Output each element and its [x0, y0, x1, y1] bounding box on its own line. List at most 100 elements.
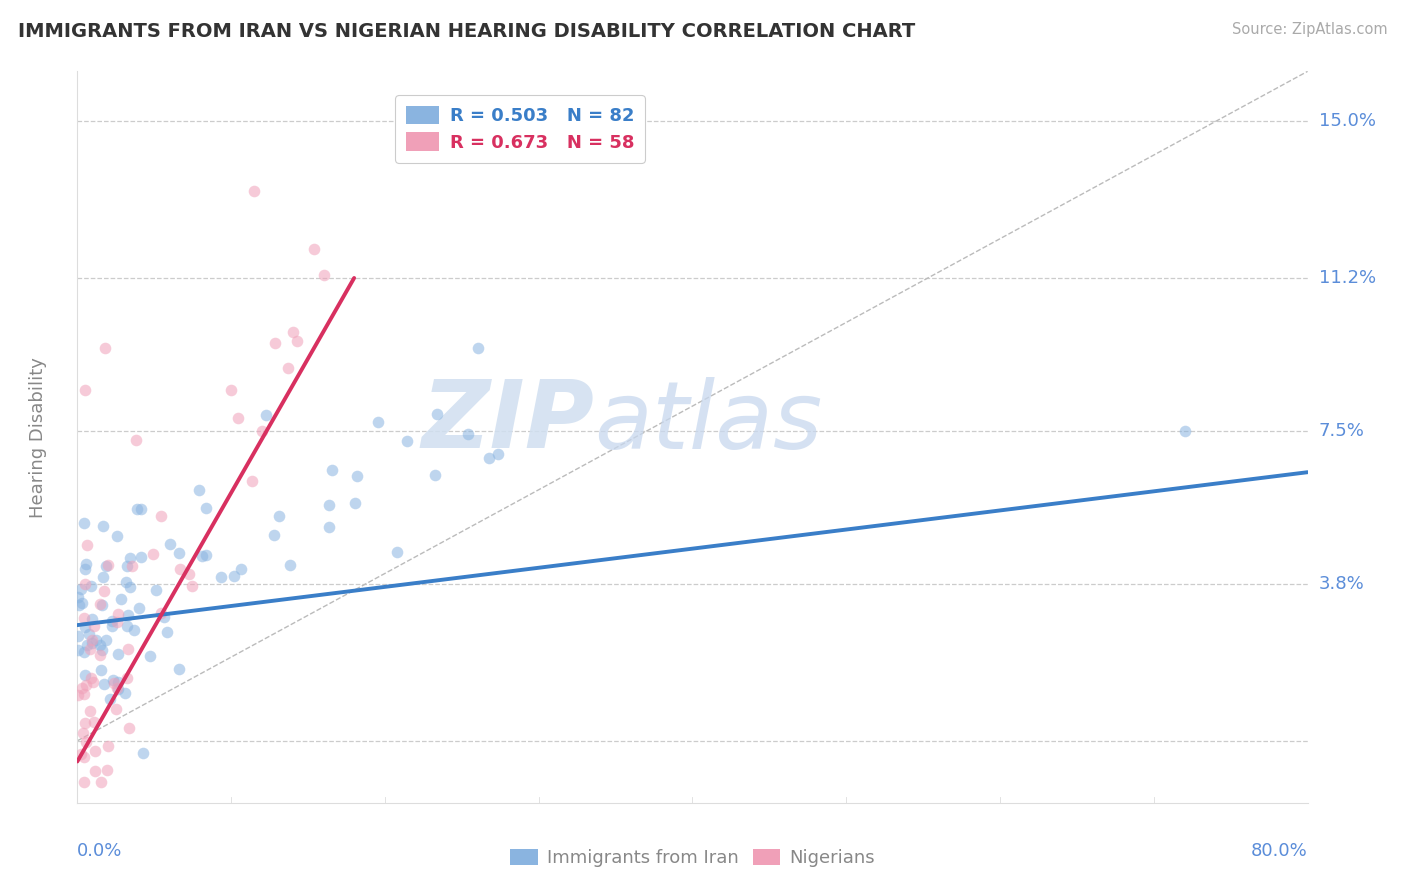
- Point: [70, 747, 93, 761]
- Point: [79, 704, 101, 718]
- Point: [281, 325, 304, 339]
- Point: [117, 607, 139, 622]
- Point: [321, 463, 343, 477]
- Point: [93, 676, 115, 690]
- Point: [104, 702, 127, 716]
- Point: [105, 529, 128, 543]
- Point: [267, 509, 290, 524]
- Point: [226, 410, 249, 425]
- Point: [187, 483, 209, 498]
- Point: [77, 627, 100, 641]
- Point: [90, 643, 112, 657]
- Point: [110, 592, 132, 607]
- Point: [90, 775, 112, 789]
- Point: [75, 678, 97, 692]
- Point: [132, 746, 155, 760]
- Point: [139, 649, 162, 664]
- Point: [107, 682, 129, 697]
- Point: [79, 642, 101, 657]
- Point: [89, 648, 111, 662]
- Point: [318, 520, 340, 534]
- Point: [177, 566, 200, 581]
- Point: [426, 407, 449, 421]
- Point: [79, 671, 101, 685]
- Point: [94, 558, 117, 573]
- Point: [156, 625, 179, 640]
- Point: [75, 577, 97, 591]
- Text: 15.0%: 15.0%: [1319, 112, 1375, 130]
- Point: [72, 750, 94, 764]
- Point: [263, 528, 285, 542]
- Point: [457, 427, 479, 442]
- Point: [346, 469, 368, 483]
- Point: [129, 501, 152, 516]
- Point: [82, 636, 104, 650]
- Text: ZIP: ZIP: [422, 376, 595, 468]
- Point: [107, 674, 129, 689]
- Text: Hearing Disability: Hearing Disability: [30, 357, 46, 517]
- Point: [101, 614, 124, 628]
- Point: [105, 681, 128, 695]
- Point: [83, 714, 105, 729]
- Point: [70, 596, 93, 610]
- Point: [105, 615, 128, 630]
- Point: [153, 610, 176, 624]
- Point: [83, 744, 105, 758]
- Point: [240, 475, 263, 489]
- Point: [150, 607, 173, 621]
- Point: [75, 715, 97, 730]
- Point: [89, 597, 111, 611]
- Point: [312, 268, 335, 282]
- Point: [72, 516, 94, 530]
- Point: [318, 499, 340, 513]
- Point: [115, 671, 138, 685]
- Point: [367, 415, 389, 429]
- Point: [194, 501, 217, 516]
- Point: [67, 629, 90, 643]
- Point: [277, 361, 299, 376]
- Point: [90, 664, 112, 678]
- Text: 11.2%: 11.2%: [1319, 269, 1376, 287]
- Point: [122, 623, 145, 637]
- Point: [80, 632, 103, 647]
- Point: [67, 598, 90, 612]
- Point: [467, 341, 489, 355]
- Point: [94, 341, 117, 355]
- Text: atlas: atlas: [595, 377, 823, 468]
- Point: [72, 726, 94, 740]
- Point: [115, 559, 138, 574]
- Text: IMMIGRANTS FROM IRAN VS NIGERIAN HEARING DISABILITY CORRELATION CHART: IMMIGRANTS FROM IRAN VS NIGERIAN HEARING…: [18, 22, 915, 41]
- Point: [302, 242, 325, 256]
- Text: 80.0%: 80.0%: [1251, 842, 1308, 860]
- Point: [117, 641, 139, 656]
- Point: [387, 545, 409, 559]
- Point: [478, 450, 501, 465]
- Point: [169, 562, 191, 576]
- Point: [103, 676, 125, 690]
- Point: [75, 735, 97, 749]
- Point: [117, 619, 139, 633]
- Point: [254, 408, 277, 422]
- Point: [209, 570, 232, 584]
- Point: [488, 447, 510, 461]
- Point: [142, 547, 165, 561]
- Point: [180, 579, 202, 593]
- Point: [125, 433, 148, 447]
- Point: [120, 551, 142, 566]
- Point: [423, 467, 446, 482]
- Point: [222, 569, 245, 583]
- Point: [73, 775, 96, 789]
- Point: [118, 721, 141, 735]
- Point: [83, 619, 105, 633]
- Point: [66, 688, 89, 702]
- Point: [107, 648, 129, 662]
- Point: [1174, 424, 1197, 438]
- Text: 0.0%: 0.0%: [77, 842, 122, 860]
- Point: [75, 557, 97, 571]
- Point: [159, 537, 181, 551]
- Point: [149, 509, 172, 524]
- Point: [70, 681, 93, 695]
- Point: [243, 184, 266, 198]
- Point: [75, 668, 97, 682]
- Point: [285, 334, 308, 349]
